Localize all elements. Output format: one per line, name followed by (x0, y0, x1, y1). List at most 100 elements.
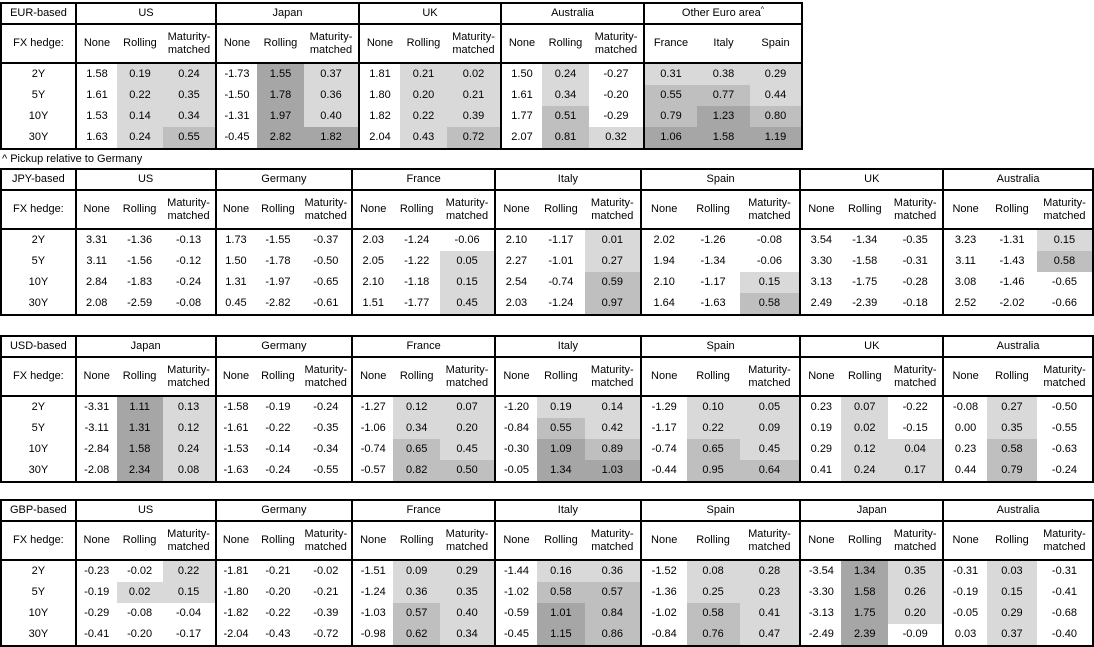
value-cell: 2.08 (74, 293, 117, 315)
value-cell: -3.13 (799, 603, 842, 624)
value-cell: 0.15 (739, 272, 801, 293)
value-cell: -0.72 (313, 628, 339, 640)
value-cell: -1.51 (351, 560, 394, 582)
hedge-type-header: None (351, 521, 394, 561)
value-cell: -3.54 (799, 560, 842, 582)
value-cell: 1.64 (639, 293, 687, 315)
value-cell: 2.49 (799, 293, 842, 315)
value-cell: -2.59 (127, 297, 153, 309)
value-cell: 0.22 (686, 418, 740, 439)
country-group-header: Germany (214, 500, 353, 522)
value-cell: 1.34 (536, 460, 585, 482)
value-cell: 0.44 (750, 85, 802, 106)
country-group-header: France (351, 336, 496, 358)
value-cell: 0.34 (163, 106, 216, 127)
value-cell: 0.35 (440, 582, 496, 603)
tenor-label: 5Y (1, 582, 77, 603)
value-cell: -0.02 (313, 565, 339, 577)
value-cell: 1.58 (697, 127, 750, 149)
value-cell: 0.12 (393, 396, 441, 418)
value-cell: -1.73 (215, 63, 257, 85)
value-cell: 0.09 (739, 418, 801, 439)
value-cell: 3.31 (74, 229, 117, 251)
value-cell: 0.00 (942, 418, 988, 439)
value-cell: 0.15 (440, 272, 496, 293)
value-cell: -0.21 (313, 586, 339, 598)
value-cell: 0.50 (440, 460, 496, 482)
value-cell: -0.27 (603, 68, 629, 80)
value-cell: -0.37 (313, 234, 339, 246)
value-cell: 0.55 (536, 418, 585, 439)
value-cell: 0.29 (750, 63, 802, 85)
value-cell: 2.84 (74, 272, 117, 293)
value-cell: 0.07 (841, 396, 889, 418)
value-cell: -0.31 (902, 255, 928, 267)
tenor-label: 2Y (1, 229, 77, 251)
value-cell: 0.97 (584, 293, 641, 315)
value-cell: 2.02 (639, 229, 687, 251)
tenor-label: 2Y (1, 63, 77, 85)
value-cell: 1.58 (75, 63, 117, 85)
value-cell: -1.36 (127, 234, 153, 246)
value-cell: 0.22 (162, 560, 216, 582)
value-cell: -2.84 (74, 439, 117, 460)
value-cell: 0.20 (400, 85, 447, 106)
hedge-type-header: Maturity-matched (162, 190, 216, 230)
value-cell: -0.55 (1051, 422, 1077, 434)
value-cell: -1.53 (214, 439, 256, 460)
value-cell: 1.55 (257, 63, 304, 85)
jpy-based-table: JPY-based US Germany France Italy Spain UK Aust… (0, 168, 1094, 316)
value-cell: 0.29 (799, 439, 842, 460)
value-cell: -0.45 (494, 624, 537, 646)
value-cell: -0.21 (265, 565, 291, 577)
value-cell: -1.46 (999, 276, 1025, 288)
value-cell: 0.22 (400, 106, 447, 127)
value-cell: 0.58 (987, 439, 1037, 460)
value-cell: -1.24 (548, 297, 574, 309)
hedge-type-header: None (494, 521, 537, 561)
value-cell: -2.49 (799, 624, 842, 646)
value-cell: 0.26 (888, 582, 944, 603)
value-cell: -1.17 (548, 234, 574, 246)
value-cell: 0.45 (739, 439, 801, 460)
value-cell: -1.27 (351, 396, 394, 418)
value-cell: -1.78 (265, 255, 291, 267)
value-cell: 0.35 (987, 418, 1037, 439)
value-cell: -1.22 (404, 255, 430, 267)
value-cell: 1.19 (750, 127, 802, 149)
hedge-type-header: Rolling (987, 521, 1037, 561)
fx-hedge-label: FX hedge: (1, 190, 77, 230)
value-cell: -0.12 (176, 255, 202, 267)
value-cell: 0.24 (117, 127, 163, 149)
value-cell: 2.34 (116, 460, 163, 482)
value-cell: 2.52 (942, 293, 988, 315)
value-cell: 1.75 (841, 603, 889, 624)
hedge-type-header: Rolling (536, 357, 585, 397)
value-cell: -0.41 (74, 624, 117, 646)
hedge-type-header: Rolling (393, 190, 441, 230)
hedge-type-header: Rolling (841, 521, 889, 561)
hedge-type-header: Rolling (255, 521, 301, 561)
value-cell: -1.26 (700, 234, 726, 246)
value-cell: -0.50 (1051, 401, 1077, 413)
value-cell: 0.95 (686, 460, 740, 482)
value-cell: -1.18 (404, 276, 430, 288)
value-cell: -2.82 (265, 297, 291, 309)
tenor-label: 10Y (1, 603, 77, 624)
country-group-header: France (351, 500, 496, 522)
value-cell: 0.57 (584, 582, 641, 603)
value-cell: 0.27 (987, 396, 1037, 418)
value-cell: 0.82 (393, 460, 441, 482)
hedge-type-header: Maturity-matched (739, 190, 801, 230)
value-cell: 1.01 (536, 603, 585, 624)
data-row: 10Y 2.84 -1.83 -0.24 1.31 -1.97 -0.65 2.10 -1.18… (1, 272, 1093, 293)
country-group-header: Spain (639, 336, 801, 358)
hedge-type-header: None (75, 24, 117, 64)
value-cell: -0.84 (639, 624, 687, 646)
value-cell: -0.65 (313, 276, 339, 288)
tenor-label: 30Y (1, 624, 77, 646)
footnote-marker: ^ (760, 6, 765, 14)
value-cell: 0.24 (163, 63, 216, 85)
value-cell: -0.55 (313, 464, 339, 476)
country-group-header: US (75, 3, 216, 25)
